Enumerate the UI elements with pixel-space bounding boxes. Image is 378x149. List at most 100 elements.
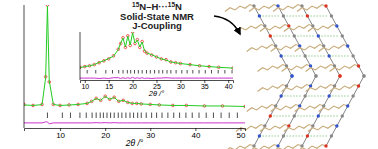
reflection-tick (170, 70, 171, 74)
inset-chart: 101520253035402θ /° (79, 31, 235, 98)
bond (326, 6, 331, 16)
reflection-tick (232, 70, 233, 74)
atom (327, 94, 330, 97)
x-tick-label: 10 (56, 131, 65, 140)
atom (327, 54, 330, 57)
reflection-tick (62, 113, 63, 119)
atom (282, 134, 285, 137)
hydrogen-bond (259, 136, 279, 137)
reflection-tick (127, 70, 128, 74)
reflection-tick (206, 113, 207, 119)
bond (265, 116, 270, 126)
hydrogen-bond (305, 96, 325, 97)
alkyl-chain (297, 5, 326, 12)
reflection-tick (130, 70, 131, 74)
figure: 10203040502θ /°101520253035402θ /°15N–H·… (0, 0, 378, 149)
hydrogen-bond (281, 96, 301, 97)
atom (306, 134, 309, 137)
alkyl-chain (330, 65, 359, 72)
x-tick: 40 (225, 80, 233, 90)
reflection-tick (79, 113, 80, 119)
reflection-tick (154, 70, 155, 74)
x-axis-title: 2θ /° (148, 89, 164, 98)
hydrogen-bond (283, 16, 303, 17)
hydrogen-bond (259, 16, 279, 17)
reflection-tick (105, 70, 106, 74)
reflection-tick (95, 70, 96, 74)
bond (348, 96, 353, 106)
reflection-tick (125, 113, 126, 119)
atom (306, 14, 309, 17)
reflection-tick (167, 113, 168, 119)
atom (258, 14, 261, 17)
reflection-tick (198, 113, 199, 119)
x-tick: 20 (129, 80, 137, 90)
hydrogen-bond (294, 36, 314, 37)
reflection-tick (106, 113, 107, 119)
atom (338, 74, 341, 77)
series-line (80, 33, 233, 68)
reflection-tick (211, 70, 212, 74)
atom (357, 64, 360, 67)
bond (326, 136, 331, 146)
reflection-tick (103, 113, 104, 119)
reflection-tick (86, 113, 87, 119)
reflection-tick (192, 70, 193, 74)
alkyl-chain (308, 125, 337, 132)
atom (338, 74, 341, 77)
x-tick: 30 (146, 128, 155, 140)
atom (293, 34, 296, 37)
alkyl-chain (319, 45, 348, 52)
bond (337, 26, 342, 36)
reflection-tick (162, 113, 163, 119)
atom (324, 144, 327, 147)
atom (335, 124, 338, 127)
atom (269, 114, 272, 117)
reflection-tick (167, 70, 168, 74)
reflection-tick (100, 113, 101, 119)
reflection-tick (221, 113, 222, 119)
atom (351, 94, 354, 97)
reflection-tick (123, 70, 124, 74)
atom (279, 54, 282, 57)
alkyl-chain (308, 25, 337, 32)
reflection-tick (205, 70, 206, 74)
reflection-tick (121, 113, 122, 119)
alkyl-chain (225, 145, 254, 149)
reflection-tick (96, 113, 97, 119)
x-tick: 20 (101, 128, 110, 140)
bond (278, 136, 283, 146)
atom (335, 24, 338, 27)
x-tick: 50 (237, 128, 246, 140)
arrow (214, 16, 240, 34)
main-chart: 10 20 30 40 50 2θ /° (23, 4, 247, 148)
reflection-tick (92, 113, 93, 119)
atom (258, 134, 261, 137)
reflection-tick (199, 70, 200, 74)
reflection-tick (114, 113, 115, 119)
hydrogen-bond (329, 56, 349, 57)
x-tick: 40 (191, 128, 200, 140)
hydrogen-bond (329, 96, 349, 97)
atom (324, 4, 327, 7)
bond (324, 96, 329, 106)
crystal-structure (225, 4, 366, 149)
x-tick-label: 10 (81, 83, 89, 90)
atom (269, 34, 272, 37)
x-tick-label: 50 (237, 131, 246, 140)
atom (357, 84, 360, 87)
hydrogen-bond (281, 56, 301, 57)
reflection-tick (138, 70, 139, 74)
reflection-tick (173, 113, 174, 119)
reflection-tick (181, 70, 182, 74)
y-axis-line (80, 32, 81, 80)
atom (293, 114, 296, 117)
bond (313, 116, 318, 126)
reflection-tick (151, 113, 152, 119)
series-line (24, 122, 245, 124)
atom (351, 54, 354, 57)
reflection-tick (162, 70, 163, 74)
x-axis-title: 2θ /° (125, 138, 144, 148)
alkyl-chain (330, 85, 359, 92)
bond (353, 86, 358, 96)
